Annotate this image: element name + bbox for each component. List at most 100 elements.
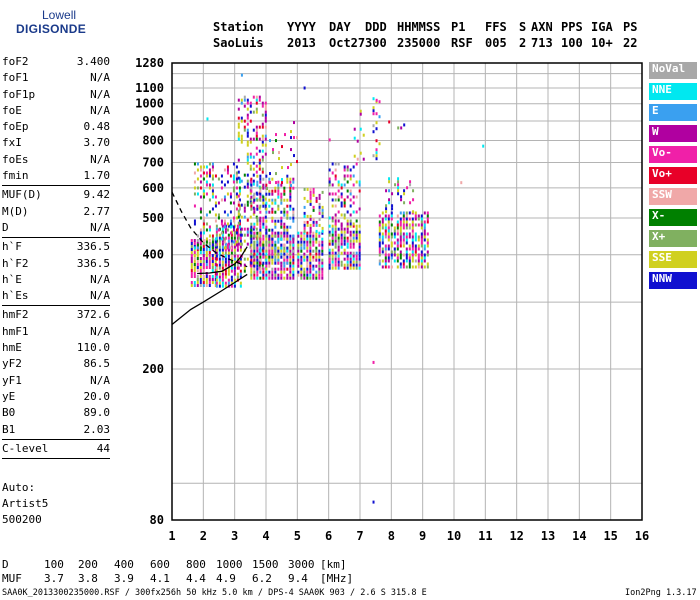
echo-point (269, 139, 271, 143)
echo-point (193, 186, 196, 190)
echo-point (264, 113, 267, 117)
echo-point (286, 246, 289, 250)
echo-point (199, 174, 202, 178)
echo-point (246, 155, 249, 159)
param-row: foF1 N/A (2, 70, 110, 86)
echo-point (358, 251, 361, 255)
echo-point (223, 219, 226, 223)
echo-point (388, 177, 391, 181)
echo-point (312, 234, 315, 238)
echo-point (396, 256, 399, 260)
echo-point (289, 255, 292, 259)
echo-point (306, 261, 309, 265)
echo-point (199, 195, 202, 199)
echo-point (223, 168, 226, 172)
echo-point (426, 220, 429, 224)
echo-point (256, 198, 259, 202)
echo-point (420, 217, 423, 221)
echo-point (221, 224, 224, 228)
echo-point (220, 198, 223, 202)
echo-point (306, 255, 309, 259)
echo-point (297, 249, 300, 253)
echo-point (199, 263, 202, 267)
echo-point (346, 210, 349, 214)
echo-point (318, 211, 321, 215)
echo-point (233, 251, 236, 255)
echo-point (346, 239, 349, 243)
echo-point (268, 270, 271, 274)
echo-point (340, 192, 343, 196)
echo-point (286, 228, 289, 232)
echo-point (387, 217, 390, 221)
echo-point (280, 276, 283, 280)
echo-point (355, 236, 358, 240)
echo-point (208, 228, 211, 232)
echo-point (218, 251, 221, 255)
echo-point (349, 189, 352, 193)
echo-point (214, 248, 217, 252)
echo-point (405, 250, 408, 254)
echo-point (240, 137, 243, 141)
echo-point (218, 266, 221, 270)
echo-point (259, 186, 262, 190)
echo-point (399, 235, 402, 239)
echo-point (193, 260, 196, 264)
echo-point (331, 257, 334, 261)
echo-point (202, 239, 205, 243)
echo-point (340, 201, 343, 205)
echo-point (409, 201, 412, 205)
echo-point (240, 227, 243, 231)
echo-point (315, 270, 318, 274)
echo-point (337, 227, 340, 231)
echo-point (205, 260, 208, 264)
echo-point (312, 243, 315, 247)
echo-point (331, 227, 334, 231)
param-separator (2, 305, 110, 307)
echo-point (265, 261, 268, 265)
echo-point (289, 246, 292, 250)
echo-point (199, 248, 202, 252)
echo-point (384, 217, 387, 221)
echo-point (193, 272, 196, 276)
legend: NoVal NNE E W Vo- Vo+ SSW X- X+ SSE NNW (649, 62, 697, 293)
echo-point (218, 245, 221, 249)
muf-cell-1: 3.7 (44, 572, 64, 585)
echo-point (337, 248, 340, 252)
echo-point (193, 239, 196, 243)
echo-point (303, 243, 306, 247)
echo-point (208, 168, 211, 172)
echo-point (286, 216, 289, 220)
echo-point (290, 163, 292, 167)
echo-point (256, 234, 259, 238)
echo-point (352, 257, 355, 261)
echo-point (214, 195, 217, 199)
echo-point (289, 264, 292, 268)
echo-point (343, 266, 346, 270)
echo-point (236, 275, 239, 279)
muf-cell-8: 9.4 (288, 572, 308, 585)
echo-point (224, 266, 227, 270)
echo-point (312, 276, 315, 280)
echo-point (297, 261, 300, 265)
echo-point (387, 220, 390, 224)
echo-point (227, 251, 230, 255)
param-name: hmE (2, 341, 22, 355)
echo-point (375, 121, 378, 125)
echo-point (359, 127, 362, 131)
echo-point (211, 183, 214, 187)
param-row: hmF1 N/A (2, 324, 110, 340)
echo-point (215, 251, 218, 255)
echo-point (372, 500, 375, 504)
echo-point (268, 255, 271, 259)
echo-point (258, 263, 261, 267)
echo-point (309, 196, 312, 200)
echo-point (238, 204, 241, 208)
echo-point (289, 189, 292, 193)
echo-point (397, 177, 400, 181)
echo-point (250, 270, 253, 274)
echo-point (262, 222, 265, 226)
echo-point (315, 234, 318, 238)
echo-point (253, 234, 256, 238)
echo-point (202, 266, 205, 270)
echo-point (312, 223, 315, 227)
